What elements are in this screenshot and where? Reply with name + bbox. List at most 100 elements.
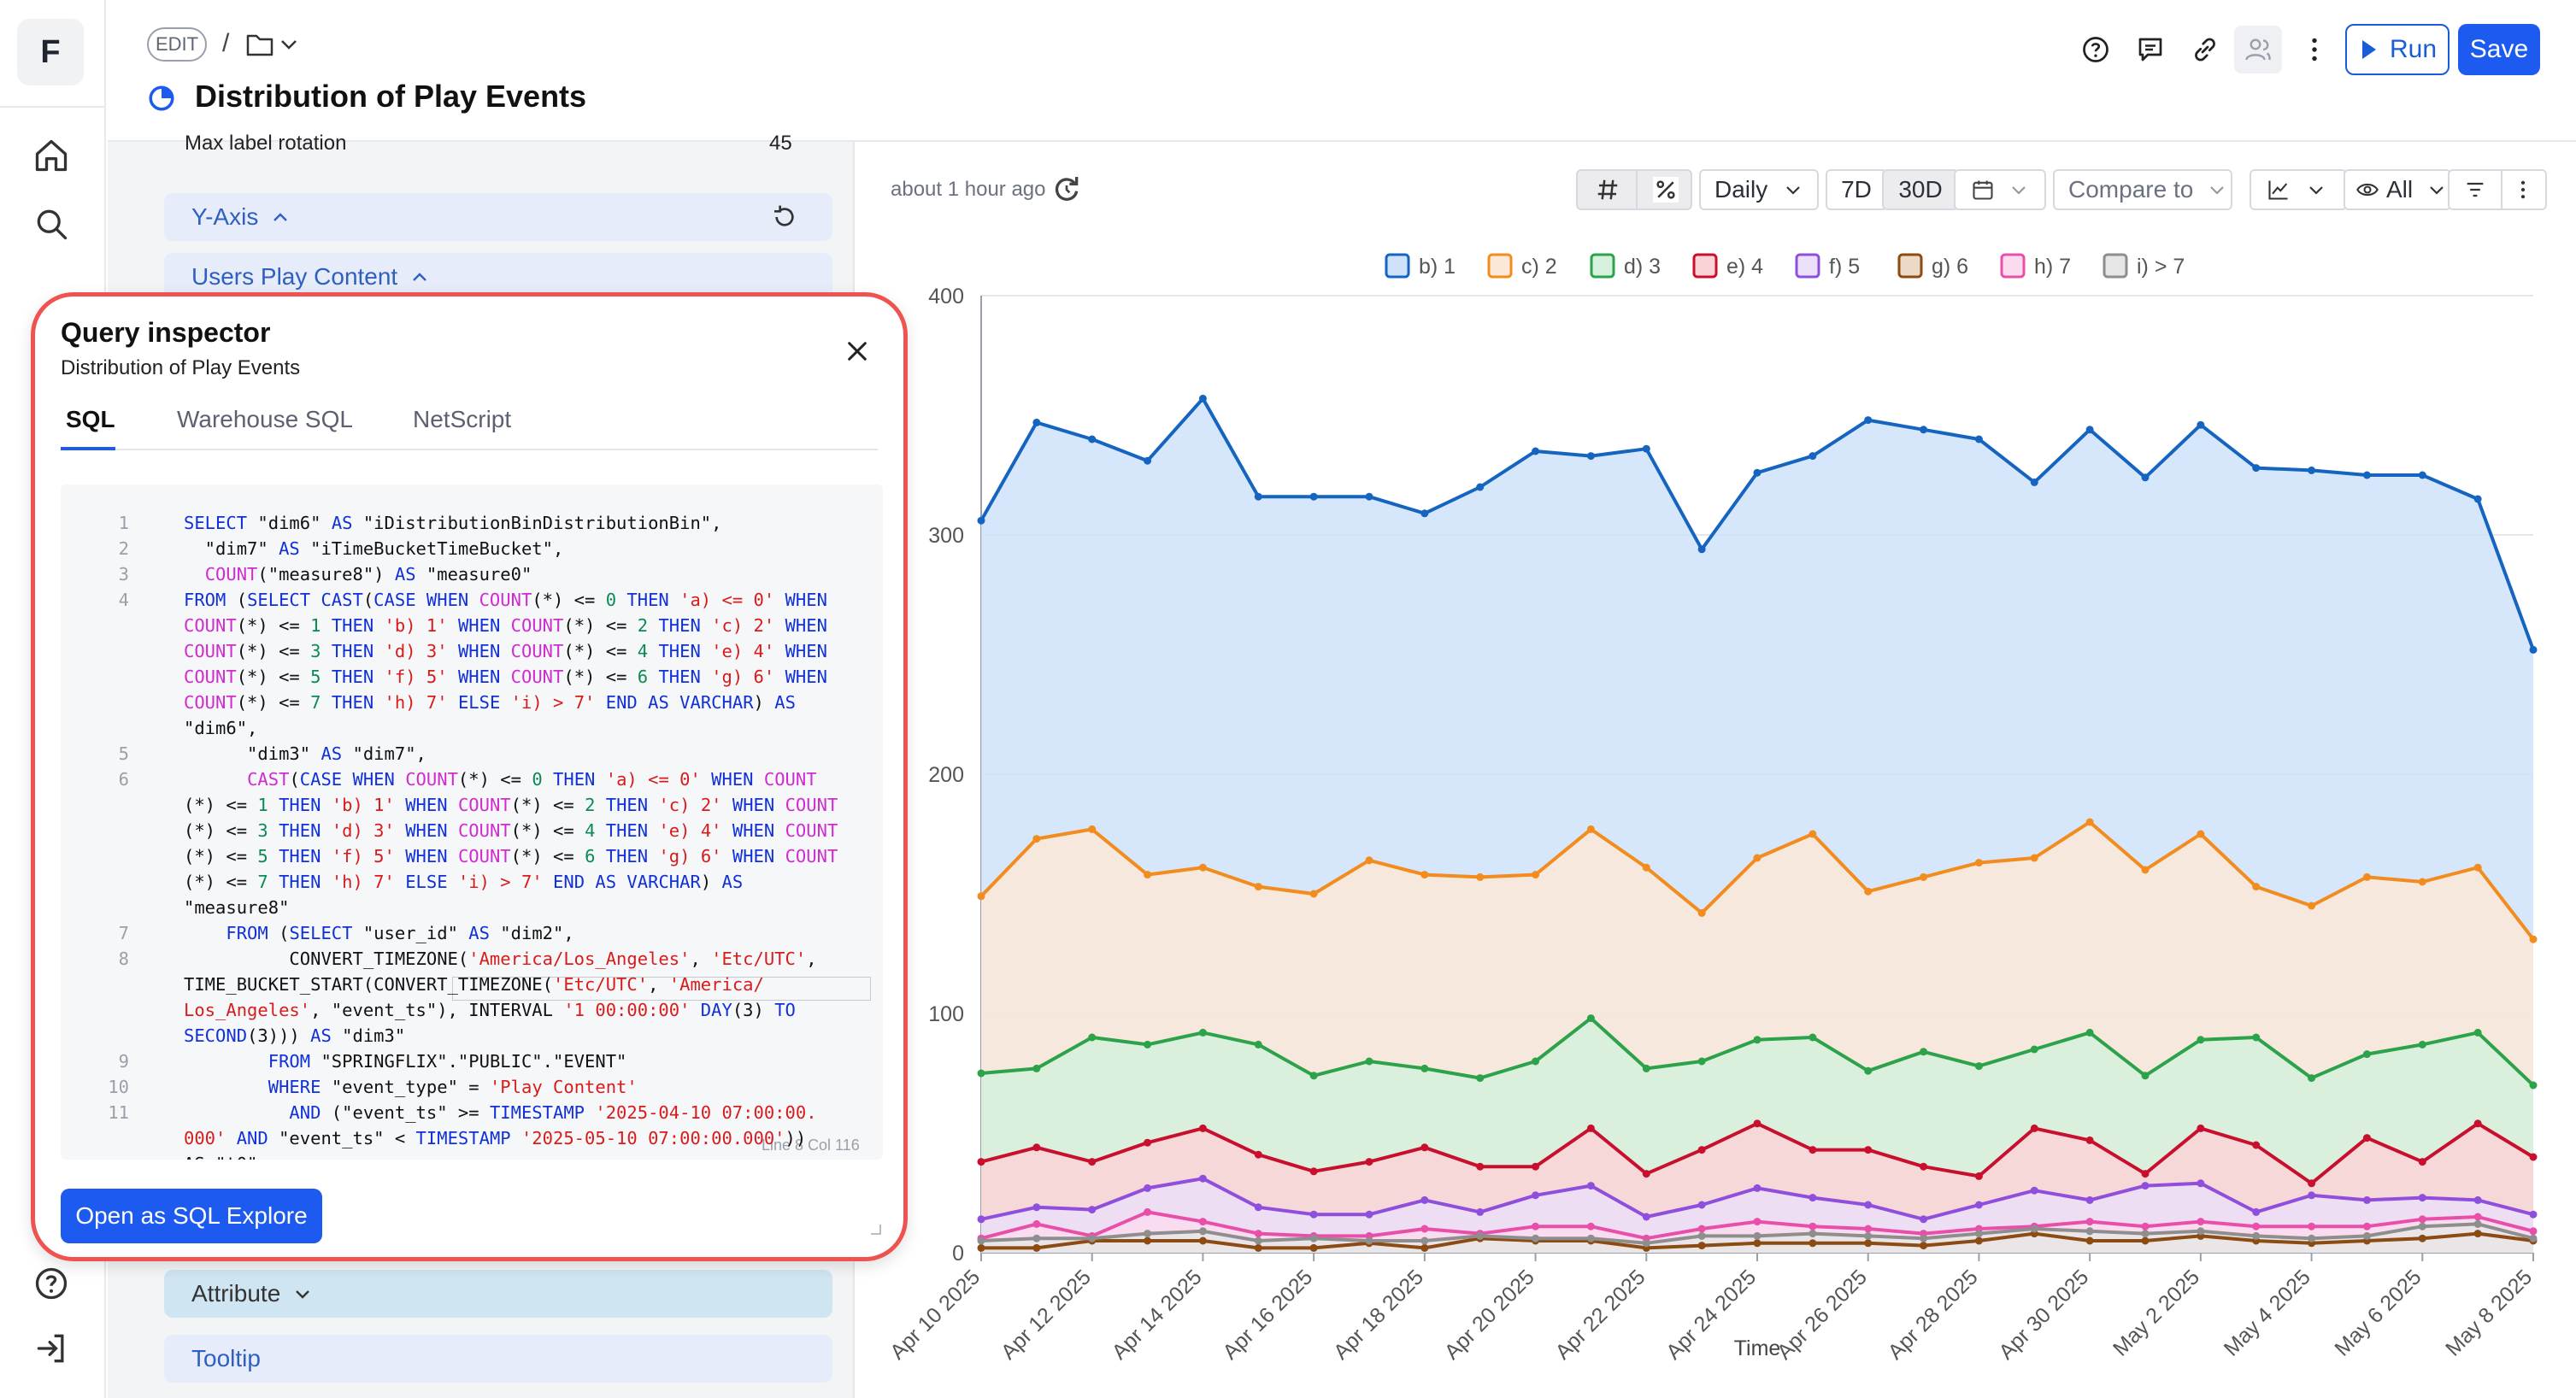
data-point bbox=[1920, 1048, 1928, 1056]
data-point bbox=[2252, 1141, 2261, 1149]
resize-handle-icon[interactable] bbox=[869, 1223, 881, 1235]
code-text: "dim6", bbox=[184, 718, 258, 738]
code-line: (*) <= 1 THEN 'b) 1' WHEN COUNT(*) <= 2 … bbox=[61, 792, 883, 818]
filter-icon[interactable] bbox=[2463, 178, 2487, 202]
app-logo[interactable]: F bbox=[17, 19, 84, 85]
data-point bbox=[1697, 1146, 1706, 1154]
data-point bbox=[977, 1236, 985, 1245]
code-text: COUNT(*) <= 3 THEN 'd) 3' WHEN COUNT(*) … bbox=[184, 641, 827, 661]
help-circle-icon[interactable] bbox=[2080, 34, 2111, 65]
folder-icon[interactable] bbox=[244, 29, 304, 60]
compare-to-select[interactable]: Compare to bbox=[2053, 169, 2232, 210]
data-point bbox=[1476, 1162, 1485, 1171]
data-point bbox=[1476, 483, 1485, 491]
data-point bbox=[1198, 1218, 1207, 1226]
sql-code-editor[interactable]: Line 8 Col 116 1 SELECT "dim6" AS "iDistr… bbox=[61, 485, 883, 1160]
date-picker-button[interactable] bbox=[1954, 169, 2046, 210]
max-label-rotation-value[interactable]: 45 bbox=[769, 132, 792, 155]
tab-netscript[interactable]: NetScript bbox=[413, 406, 512, 432]
visibility-value: All bbox=[2386, 176, 2414, 203]
data-point bbox=[1642, 1239, 1650, 1248]
line-number: 6 bbox=[118, 769, 129, 790]
data-point bbox=[1974, 1201, 1983, 1209]
link-icon[interactable] bbox=[2190, 34, 2220, 65]
reset-icon[interactable] bbox=[771, 203, 798, 231]
data-point bbox=[1032, 835, 1041, 843]
y-axis-accordion[interactable]: Y-Axis bbox=[164, 193, 832, 241]
legend-label: g) 6 bbox=[1932, 255, 1968, 279]
percent-icon bbox=[1653, 177, 1679, 203]
data-point bbox=[1088, 1033, 1097, 1042]
data-point bbox=[1974, 1236, 1983, 1245]
search-icon[interactable] bbox=[32, 205, 70, 243]
data-point bbox=[1532, 447, 1540, 455]
dialog-subtitle: Distribution of Play Events bbox=[61, 356, 301, 379]
granularity-select[interactable]: Daily bbox=[1699, 169, 1819, 210]
code-text: 000' AND "event_ts" < TIMESTAMP '2025-05… bbox=[184, 1128, 807, 1148]
code-line: (*) <= 3 THEN 'd) 3' WHEN COUNT(*) <= 4 … bbox=[61, 818, 883, 843]
edit-mode-badge[interactable]: EDIT bbox=[147, 27, 207, 62]
home-icon[interactable] bbox=[32, 137, 70, 174]
range-30d-button[interactable]: 30D bbox=[1882, 169, 1959, 210]
close-icon[interactable] bbox=[844, 338, 871, 365]
code-text: WHERE "event_type" = 'Play Content' bbox=[268, 1077, 638, 1097]
data-point bbox=[2418, 1215, 2426, 1224]
chevron-up-icon bbox=[413, 273, 427, 281]
run-button[interactable]: Run bbox=[2345, 24, 2450, 75]
data-point bbox=[2418, 1040, 2426, 1048]
line-number: 1 bbox=[118, 513, 129, 533]
chart-type-select[interactable] bbox=[2250, 169, 2347, 210]
data-point bbox=[1808, 1033, 1817, 1042]
code-text: SECOND(3))) AS "dim3" bbox=[184, 1025, 406, 1046]
tooltip-accordion[interactable]: Tooltip bbox=[164, 1335, 832, 1383]
data-point bbox=[1198, 1028, 1207, 1037]
visibility-select[interactable]: All bbox=[2344, 169, 2451, 210]
data-point bbox=[1032, 1064, 1041, 1072]
data-point bbox=[1032, 418, 1041, 426]
save-button[interactable]: Save bbox=[2458, 24, 2540, 75]
help-icon[interactable] bbox=[32, 1265, 70, 1302]
code-line: AS "t0" bbox=[61, 1151, 883, 1160]
data-point bbox=[2362, 872, 2371, 881]
more-vertical-icon[interactable] bbox=[2299, 34, 2330, 65]
x-tick-label: Apr 26 2025 bbox=[1773, 1265, 1872, 1364]
data-point bbox=[2030, 478, 2038, 486]
open-sql-explore-button[interactable]: Open as SQL Explore bbox=[61, 1189, 322, 1243]
data-point bbox=[2473, 1028, 2482, 1037]
legend-label: d) 3 bbox=[1624, 255, 1661, 279]
tooltip-accordion-label: Tooltip bbox=[191, 1345, 261, 1372]
code-line: "measure8" bbox=[61, 895, 883, 920]
share-users-button[interactable] bbox=[2234, 26, 2282, 73]
data-point bbox=[1864, 1066, 1873, 1075]
refresh-icon[interactable] bbox=[1050, 173, 1084, 207]
comment-icon[interactable] bbox=[2135, 34, 2166, 65]
more-vertical-icon[interactable] bbox=[2511, 178, 2535, 202]
data-point bbox=[1642, 444, 1650, 453]
granularity-value: Daily bbox=[1714, 176, 1768, 203]
data-point bbox=[1920, 872, 1928, 881]
data-point bbox=[2308, 466, 2316, 474]
tab-sql[interactable]: SQL bbox=[66, 406, 115, 432]
y-tick-label: 300 bbox=[928, 524, 964, 548]
number-format-toggle[interactable] bbox=[1576, 169, 1692, 210]
code-line: 9 FROM "SPRINGFLIX"."PUBLIC"."EVENT" bbox=[61, 1048, 883, 1074]
code-text: "dim3" AS "dim7", bbox=[184, 743, 426, 764]
code-text: COUNT("measure8") AS "measure0" bbox=[204, 564, 532, 584]
code-line: Los_Angeles', "event_ts"), INTERVAL '1 0… bbox=[61, 997, 883, 1023]
legend-label: f) 5 bbox=[1829, 255, 1860, 279]
data-point bbox=[1532, 1222, 1540, 1231]
code-text: COUNT(*) <= 5 THEN 'f) 5' WHEN COUNT(*) … bbox=[184, 667, 827, 687]
data-point bbox=[1420, 871, 1429, 879]
logout-icon[interactable] bbox=[32, 1330, 70, 1367]
line-number: 11 bbox=[108, 1102, 129, 1123]
data-point bbox=[1365, 1057, 1373, 1066]
range-7d-button[interactable]: 7D bbox=[1826, 169, 1887, 210]
data-point bbox=[1420, 1225, 1429, 1233]
eye-icon bbox=[2356, 183, 2379, 197]
attribute-accordion[interactable]: Attribute bbox=[164, 1270, 832, 1318]
data-point bbox=[1864, 1146, 1873, 1154]
data-point bbox=[2085, 818, 2094, 826]
line-number: 9 bbox=[118, 1051, 129, 1072]
tab-warehouse-sql[interactable]: Warehouse SQL bbox=[177, 406, 353, 432]
